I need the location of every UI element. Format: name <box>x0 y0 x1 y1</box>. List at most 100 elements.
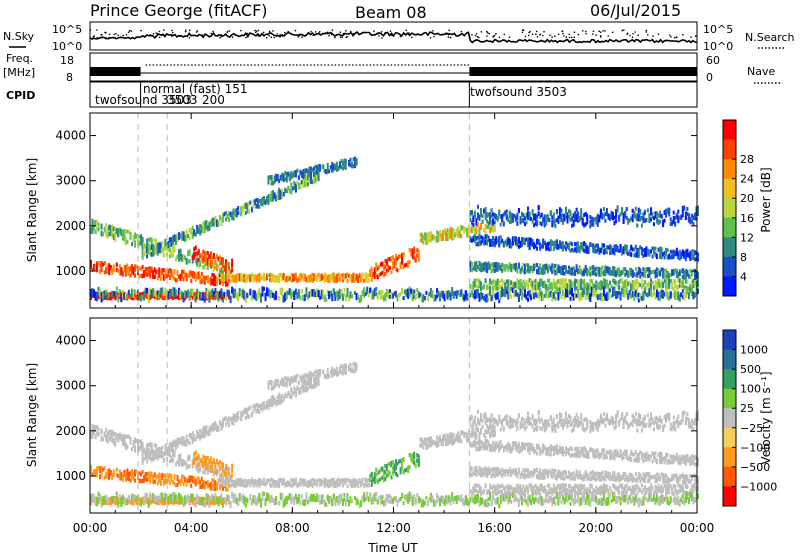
power-cell <box>176 294 179 299</box>
power-cell <box>457 234 460 239</box>
power-cell <box>511 218 514 223</box>
power-cell <box>517 281 520 286</box>
power-cell <box>247 209 250 214</box>
power-cell <box>539 281 542 286</box>
power-cell <box>222 213 224 218</box>
power-cell <box>209 276 212 281</box>
power-cell <box>399 261 402 266</box>
power-cell <box>182 277 185 282</box>
power-cell <box>281 175 284 180</box>
power-cell <box>247 201 250 206</box>
power-cell <box>484 230 487 235</box>
power-cell <box>414 258 417 263</box>
power-cell <box>349 291 352 296</box>
noise-left-label: N.Sky <box>3 30 35 43</box>
noise-search-point <box>301 36 303 38</box>
power-cell <box>209 279 212 284</box>
power-cell <box>492 228 495 233</box>
power-cell <box>202 255 205 260</box>
power-cell <box>206 225 209 230</box>
power-cell <box>621 207 624 212</box>
power-cell <box>473 238 476 243</box>
noise-search-point <box>287 30 290 33</box>
power-cell <box>240 275 243 280</box>
power-cell <box>477 265 479 269</box>
power-cell <box>197 248 200 253</box>
power-cell <box>351 279 353 283</box>
power-cell <box>94 220 97 225</box>
power-cell <box>310 172 312 177</box>
power-cell <box>517 239 520 244</box>
power-cell <box>480 267 482 272</box>
power-cell <box>240 206 243 211</box>
power-cell <box>557 279 560 283</box>
power-cell <box>480 225 482 230</box>
power-cell <box>521 284 523 289</box>
power-cell <box>511 213 514 218</box>
power-cell <box>229 269 232 274</box>
power-cell <box>275 275 278 279</box>
noise-search-point <box>342 32 345 35</box>
power-cell <box>449 227 452 231</box>
power-cell <box>508 286 511 291</box>
power-cell <box>185 257 188 262</box>
power-cell <box>346 291 349 296</box>
power-cell <box>214 282 217 287</box>
power-cell <box>225 292 228 297</box>
power-cell <box>477 290 479 295</box>
power-cell <box>549 239 552 244</box>
power-cell <box>530 237 533 242</box>
power-cell <box>191 272 194 276</box>
power-cell <box>266 287 268 292</box>
power-cell <box>205 293 208 298</box>
power-cell <box>436 230 438 235</box>
power-cell <box>388 266 391 271</box>
power-cell <box>179 256 182 261</box>
power-cell <box>510 286 513 291</box>
power-cell <box>563 213 566 218</box>
power-cell <box>244 292 247 297</box>
power-cell <box>123 264 126 269</box>
power-cell <box>507 216 510 221</box>
power-cell <box>478 260 481 265</box>
power-cell <box>546 241 549 246</box>
power-cell <box>246 202 249 207</box>
power-cell <box>446 294 449 299</box>
power-cell <box>132 290 135 295</box>
power-cell <box>153 267 156 272</box>
power-cell <box>505 290 508 295</box>
power-cell <box>460 292 463 297</box>
noise-search-point <box>279 34 282 36</box>
power-cell <box>275 197 278 202</box>
power-cell <box>281 288 284 293</box>
power-cell <box>469 210 472 215</box>
power-cell <box>481 263 484 268</box>
power-cell <box>96 292 99 297</box>
power-cell <box>510 268 513 273</box>
power-cell <box>267 292 270 297</box>
power-cell <box>115 286 118 291</box>
noise-search-point <box>201 34 204 36</box>
power-cell <box>138 273 141 278</box>
power-cell <box>493 281 496 286</box>
noise-search-point <box>563 35 565 37</box>
power-cell <box>499 292 502 297</box>
power-cell <box>194 294 197 299</box>
power-cell <box>524 293 526 298</box>
power-cell <box>549 282 552 287</box>
power-cell <box>317 272 320 277</box>
power-cell <box>302 273 305 278</box>
power-cell <box>483 240 485 245</box>
power-cell <box>176 254 179 259</box>
power-cell <box>146 247 149 252</box>
power-cell <box>501 278 504 283</box>
power-cell <box>129 231 132 236</box>
power-cell <box>225 264 228 269</box>
power-cell <box>505 214 508 218</box>
power-cell <box>546 217 549 221</box>
power-cell <box>165 252 168 257</box>
power-cell <box>120 293 123 298</box>
power-cell <box>395 290 397 295</box>
noise-search-point <box>441 34 444 36</box>
power-cell <box>443 228 446 233</box>
